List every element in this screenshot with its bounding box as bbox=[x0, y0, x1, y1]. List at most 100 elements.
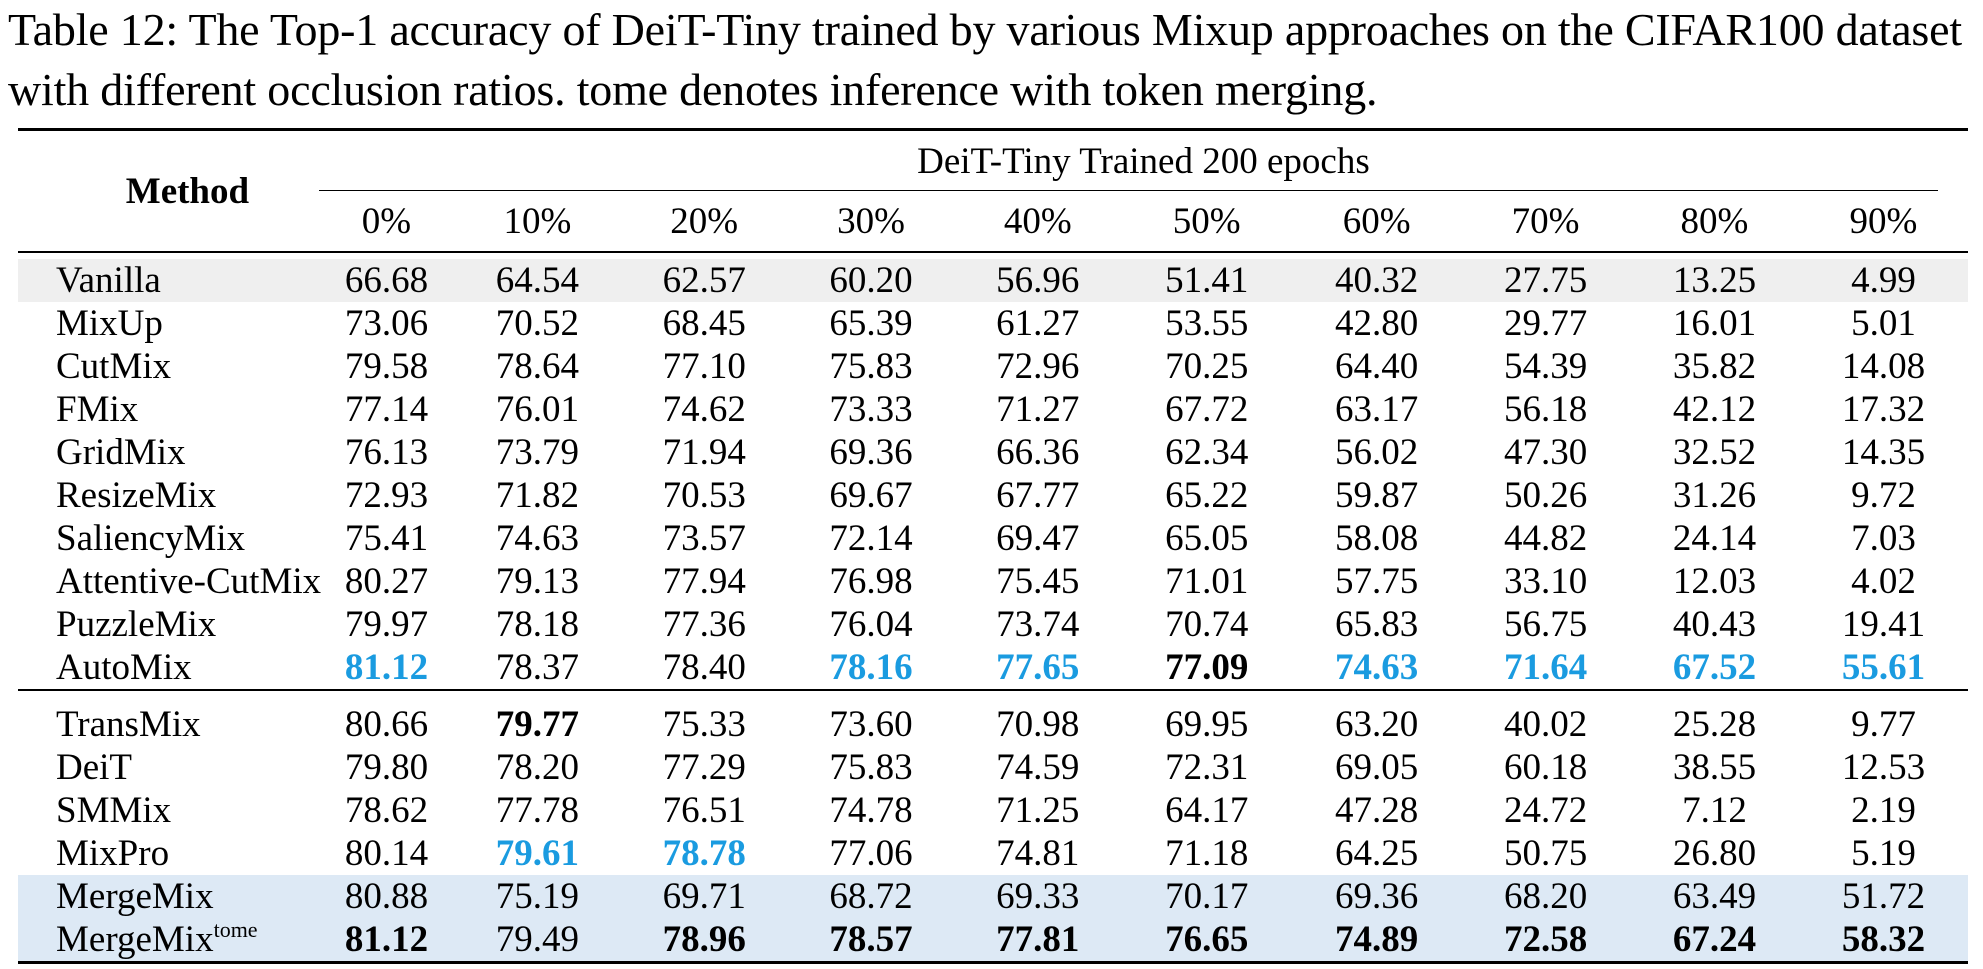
value-cell: 74.62 bbox=[662, 389, 746, 430]
value-cell: 71.27 bbox=[996, 389, 1080, 430]
value-cell: 76.13 bbox=[344, 432, 429, 473]
value-cell: 64.40 bbox=[1335, 346, 1419, 387]
column-header: 30% bbox=[837, 200, 905, 242]
value-cell: 79.97 bbox=[344, 604, 429, 645]
value-cell: 57.75 bbox=[1335, 561, 1419, 602]
value-cell: 58.08 bbox=[1335, 518, 1419, 559]
value-cell: 7.12 bbox=[1682, 790, 1747, 831]
value-cell: 75.33 bbox=[662, 704, 746, 745]
column-header-row: 0% 10% 20% 30% 40% 50% 60% 70% 80% 90% bbox=[18, 191, 1968, 252]
value-cell: 69.47 bbox=[996, 518, 1080, 559]
method-superscript: tome bbox=[213, 917, 258, 942]
method-cell: Vanilla bbox=[18, 259, 319, 302]
value-cell: 16.01 bbox=[1672, 303, 1757, 344]
value-cell: 78.37 bbox=[495, 647, 580, 688]
table-row: AutoMix 81.12 78.37 78.40 78.16 77.65 77.09 74.… bbox=[18, 646, 1968, 690]
value-cell: 76.98 bbox=[829, 561, 913, 602]
method-cell: MergeMixtome bbox=[18, 918, 319, 963]
value-cell: 80.14 bbox=[344, 833, 429, 874]
value-cell: 79.58 bbox=[344, 346, 429, 387]
value-cell: 75.83 bbox=[829, 747, 913, 788]
value-cell: 70.17 bbox=[1121, 875, 1293, 918]
value-cell: 76.01 bbox=[495, 389, 580, 430]
value-cell: 44.82 bbox=[1503, 518, 1588, 559]
value-cell: 69.67 bbox=[829, 475, 913, 516]
table-row: MergeMixtome 81.12 79.49 78.96 78.57 77.81 76.… bbox=[18, 918, 1968, 963]
value-cell: 72.93 bbox=[344, 475, 429, 516]
method-cell: DeiT bbox=[18, 746, 319, 789]
value-cell: 70.98 bbox=[996, 704, 1080, 745]
value-cell: 47.30 bbox=[1503, 432, 1588, 473]
column-header: 50% bbox=[1172, 200, 1241, 242]
value-cell: 19.41 bbox=[1841, 604, 1926, 645]
value-cell: 74.59 bbox=[996, 747, 1080, 788]
value-cell: 60.20 bbox=[787, 259, 955, 302]
value-cell: 56.96 bbox=[954, 259, 1122, 302]
value-cell: 5.19 bbox=[1851, 833, 1916, 874]
method-cell: Attentive-CutMix bbox=[18, 560, 321, 603]
value-cell: 5.01 bbox=[1851, 303, 1916, 344]
results-table: Method DeiT-Tiny Trained 200 epochs 0% 10… bbox=[18, 128, 1968, 964]
method-cell: SMMix bbox=[18, 789, 319, 832]
value-cell: 61.27 bbox=[996, 303, 1080, 344]
value-cell: 73.33 bbox=[829, 389, 913, 430]
method-cell: AutoMix bbox=[18, 646, 319, 690]
value-cell: 71.94 bbox=[662, 432, 746, 473]
value-cell: 14.35 bbox=[1841, 432, 1926, 473]
value-cell: 78.20 bbox=[495, 747, 580, 788]
table-row: SaliencyMix 75.41 74.63 73.57 72.14 69.47 65.0… bbox=[18, 517, 1968, 560]
value-cell: 77.14 bbox=[344, 389, 429, 430]
value-cell: 69.05 bbox=[1335, 747, 1419, 788]
method-name: CutMix bbox=[56, 346, 172, 387]
value-cell: 67.72 bbox=[1165, 389, 1249, 430]
value-cell: 69.36 bbox=[829, 432, 913, 473]
value-cell: 79.13 bbox=[495, 561, 580, 602]
value-cell: 24.14 bbox=[1672, 518, 1757, 559]
method-cell: MergeMix bbox=[18, 875, 319, 918]
value-cell: 79.77 bbox=[495, 704, 580, 745]
value-cell: 63.20 bbox=[1335, 704, 1419, 745]
table-row: GridMix 76.13 73.79 71.94 69.36 66.36 62.34 56.… bbox=[18, 431, 1968, 474]
value-cell: 59.87 bbox=[1335, 475, 1419, 516]
value-cell: 79.61 bbox=[495, 833, 580, 874]
value-cell: 77.06 bbox=[829, 833, 913, 874]
method-cell: CutMix bbox=[18, 345, 319, 388]
method-name: MergeMix bbox=[56, 919, 214, 960]
value-cell: 65.83 bbox=[1335, 604, 1419, 645]
value-cell: 70.74 bbox=[1165, 604, 1249, 645]
value-cell: 73.60 bbox=[829, 704, 913, 745]
method-cell: PuzzleMix bbox=[18, 603, 319, 646]
value-cell: 27.75 bbox=[1461, 259, 1631, 302]
table-body: Vanilla 66.68 64.54 62.57 60.20 56.96 51.41 40.… bbox=[18, 252, 1968, 963]
value-cell: 69.95 bbox=[1165, 704, 1249, 745]
value-cell: 74.63 bbox=[495, 518, 580, 559]
value-cell: 56.75 bbox=[1503, 604, 1588, 645]
value-cell: 4.99 bbox=[1798, 259, 1968, 302]
value-cell: 35.82 bbox=[1672, 346, 1757, 387]
value-cell: 68.72 bbox=[787, 875, 955, 918]
value-cell: 66.36 bbox=[996, 432, 1080, 473]
table-caption: Table 12: The Top-1 accuracy of DeiT-Tin… bbox=[8, 4, 1962, 115]
value-cell: 72.14 bbox=[829, 518, 913, 559]
value-cell: 81.12 bbox=[344, 647, 429, 688]
value-cell: 12.53 bbox=[1841, 747, 1926, 788]
value-cell: 69.36 bbox=[1292, 875, 1462, 918]
method-name: PuzzleMix bbox=[56, 604, 217, 645]
value-cell: 13.25 bbox=[1630, 259, 1799, 302]
method-name: MixUp bbox=[56, 303, 163, 344]
value-cell: 40.32 bbox=[1292, 259, 1462, 302]
method-name: MixPro bbox=[56, 833, 170, 874]
method-name: MergeMix bbox=[56, 876, 214, 917]
value-cell: 42.80 bbox=[1335, 303, 1419, 344]
method-name: AutoMix bbox=[56, 647, 192, 688]
column-header: 90% bbox=[1849, 200, 1918, 242]
table-row: MergeMix 80.88 75.19 69.71 68.72 69.33 70.17 69… bbox=[18, 875, 1968, 918]
value-cell: 77.10 bbox=[662, 346, 746, 387]
table-row: Vanilla 66.68 64.54 62.57 60.20 56.96 51.41 40.… bbox=[18, 259, 1968, 302]
table-row: MixPro 80.14 79.61 78.78 77.06 74.81 71.18 64.2… bbox=[18, 832, 1968, 875]
value-cell: 9.72 bbox=[1851, 475, 1916, 516]
method-name: ResizeMix bbox=[56, 475, 217, 516]
value-cell: 77.36 bbox=[662, 604, 746, 645]
value-cell: 51.72 bbox=[1798, 875, 1968, 918]
method-name: Vanilla bbox=[56, 260, 161, 301]
